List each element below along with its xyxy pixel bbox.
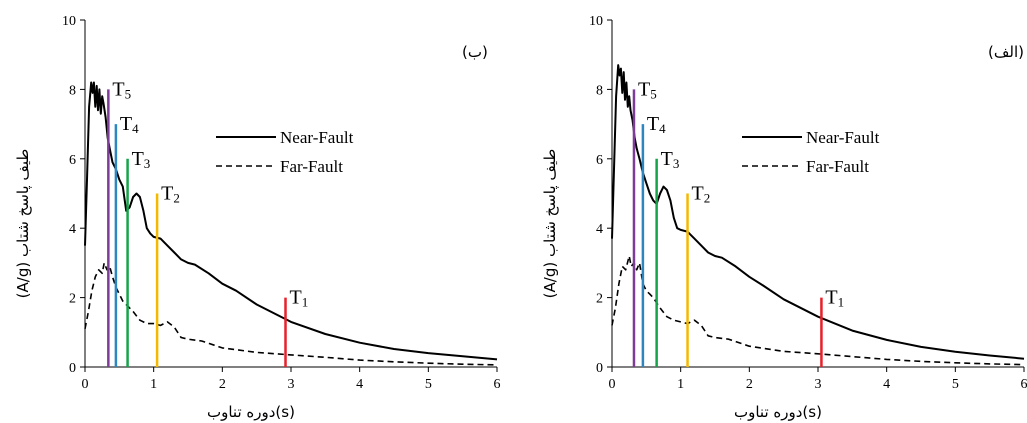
legend-label-near-fault: Near-Fault: [806, 128, 880, 147]
legend-label-far-fault: Far-Fault: [280, 157, 343, 176]
series-line-far-fault: [84, 262, 498, 366]
x-tick-label: 2: [746, 377, 753, 392]
legend-label-far-fault: Far-Fault: [806, 157, 869, 176]
chart-panel-1: 0 2 4 6 8 10 0 1 2 3 4 5 6 (s)دوره تناوب طیف پاسخ شتاب…: [14, 14, 501, 421]
x-tick-label: 1: [677, 377, 684, 392]
series-line-far-fault: [611, 255, 1025, 366]
period-marker-label: T3: [661, 148, 680, 171]
y-tick-label: 8: [596, 83, 603, 98]
period-marker-label: T2: [692, 183, 711, 206]
chart-panel-2: 0 2 4 6 8 10 0 1 2 3 4 5 6 (s)دوره تناوب طیف پاسخ شتاب…: [541, 14, 1027, 421]
period-marker-label: T4: [647, 113, 666, 136]
x-tick-label: 0: [82, 377, 89, 392]
period-marker-label: T2: [161, 183, 180, 206]
y-tick-label: 6: [69, 153, 76, 168]
x-axis-label: (s)دوره تناوب: [734, 403, 822, 421]
y-tick-label: 0: [596, 361, 603, 376]
legend-label-near-fault: Near-Fault: [280, 128, 354, 147]
series-line-near-fault: [611, 64, 1025, 360]
y-tick-label: 2: [69, 292, 76, 307]
x-tick-label: 4: [356, 377, 363, 392]
y-tick-label: 8: [69, 83, 76, 98]
panel-label: (ب): [462, 43, 488, 61]
legend: Near-Fault Far-Fault: [742, 128, 880, 176]
x-tick-label: 6: [494, 377, 501, 392]
y-tick-label: 4: [596, 222, 603, 237]
x-tick-label: 4: [883, 377, 890, 392]
period-marker-label: T5: [112, 78, 131, 101]
period-marker-label: T5: [638, 78, 657, 101]
y-tick-label: 2: [596, 292, 603, 307]
y-axis-label: طیف پاسخ شتاب (A/g): [14, 149, 33, 299]
x-tick-label: 2: [219, 377, 226, 392]
x-axis-label: (s)دوره تناوب: [207, 403, 295, 421]
x-tick-label: 3: [815, 377, 822, 392]
x-tick-label: 1: [150, 377, 157, 392]
legend: Near-Fault Far-Fault: [216, 128, 354, 176]
x-tick-label: 3: [288, 377, 295, 392]
x-tick-label: 5: [952, 377, 959, 392]
y-tick-label: 10: [62, 14, 76, 29]
period-marker-label: T1: [825, 287, 844, 310]
y-tick-label: 10: [589, 14, 603, 29]
period-marker-label: T1: [290, 287, 309, 310]
y-tick-label: 4: [69, 222, 76, 237]
y-axis-label: طیف پاسخ شتاب (A/g): [541, 149, 560, 299]
panel-label: (الف): [988, 43, 1024, 61]
x-tick-label: 0: [609, 377, 616, 392]
x-tick-label: 6: [1021, 377, 1027, 392]
period-marker-label: T3: [132, 148, 151, 171]
x-tick-label: 5: [425, 377, 432, 392]
period-marker-label: T4: [120, 113, 139, 136]
y-tick-label: 0: [69, 361, 76, 376]
series-line-near-fault: [84, 81, 498, 361]
y-tick-label: 6: [596, 153, 603, 168]
